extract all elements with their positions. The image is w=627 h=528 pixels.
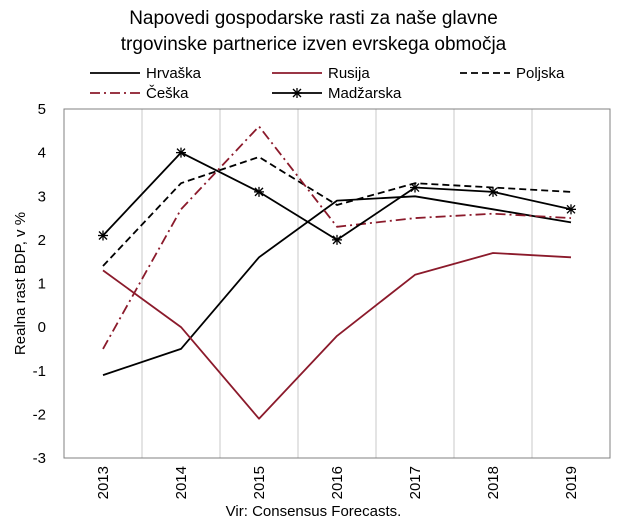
legend-label: Hrvaška — [146, 65, 202, 82]
y-tick-label: -2 — [33, 406, 46, 423]
x-tick-label: 2016 — [329, 466, 346, 499]
chart-title-line-1: Napovedi gospodarske rasti za naše glavn… — [129, 8, 498, 29]
legend-label: Češka — [146, 85, 189, 102]
source-note: Vir: Consensus Forecasts. — [225, 503, 402, 520]
y-tick-label: 2 — [38, 232, 46, 249]
series-point — [98, 230, 108, 241]
y-tick-label: 5 — [38, 101, 46, 118]
x-tick-label: 2017 — [407, 466, 424, 499]
legend-entry: Rusija — [272, 65, 370, 82]
series-point — [488, 186, 498, 197]
legend-entry: Madžarska — [272, 85, 402, 102]
series-point — [566, 204, 576, 215]
series-point — [176, 147, 186, 158]
x-tick-label: 2018 — [485, 466, 502, 499]
y-tick-label: 0 — [38, 319, 46, 336]
chart-title-line-2: trgovinske partnerice izven evrskega obm… — [120, 34, 507, 55]
series-line-3 — [102, 125, 572, 350]
y-tick-label: 3 — [38, 188, 46, 205]
legend-entry: Hrvaška — [90, 65, 202, 82]
legend-label: Rusija — [328, 65, 370, 82]
y-tick-label: -3 — [33, 450, 46, 467]
series-point — [332, 234, 342, 245]
x-tick-label: 2015 — [251, 466, 268, 499]
y-tick-label: 1 — [38, 276, 46, 293]
x-tick-label: 2019 — [563, 466, 580, 499]
series-point — [254, 186, 264, 197]
y-tick-label: -1 — [33, 363, 46, 380]
x-tick-label: 2013 — [95, 466, 112, 499]
series-line-1 — [102, 252, 572, 420]
legend-label: Poljska — [516, 65, 565, 82]
legend-label: Madžarska — [328, 85, 402, 102]
series-point — [410, 182, 420, 193]
y-tick-label: 4 — [38, 145, 46, 162]
legend-entry: Češka — [90, 85, 189, 102]
plot-frame — [63, 108, 611, 459]
x-tick-label: 2014 — [173, 466, 190, 499]
series-line-0 — [102, 195, 572, 376]
legend-entry: Poljska — [460, 65, 565, 82]
